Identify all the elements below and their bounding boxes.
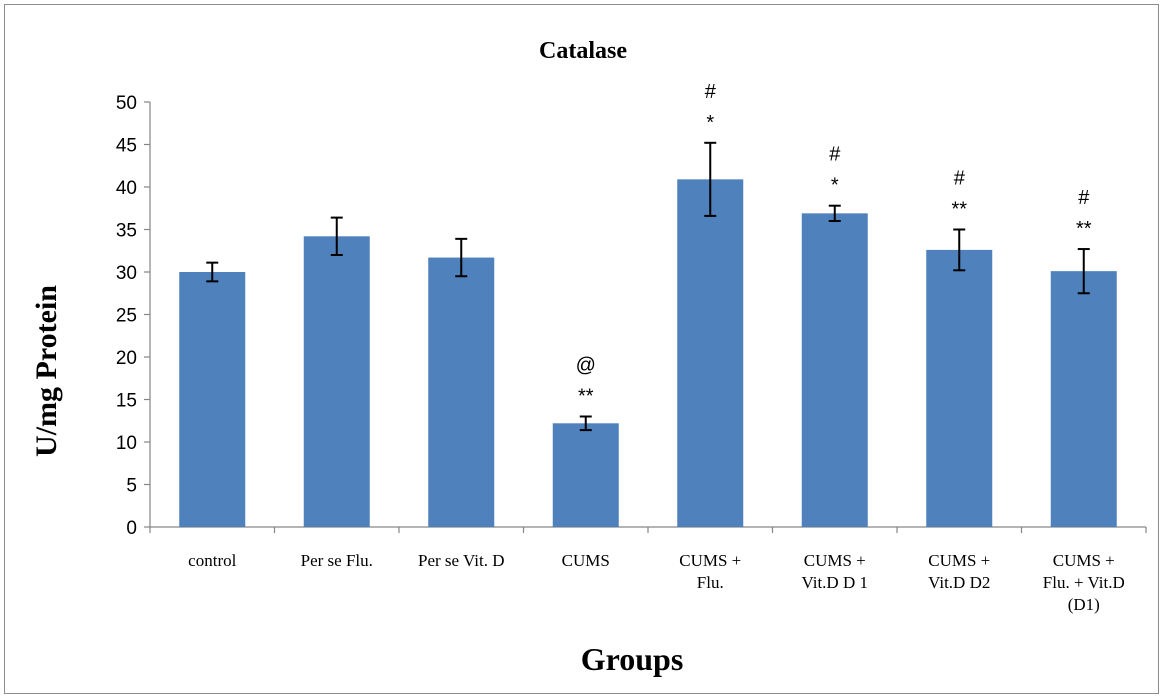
significance-marker: **: [951, 199, 967, 221]
significance-marker: **: [578, 386, 594, 408]
y-tick-label: 35: [116, 221, 137, 242]
x-tick-label: Per se Flu.: [301, 551, 373, 570]
bar: [179, 272, 246, 527]
bar: [428, 257, 495, 527]
bar: [1050, 271, 1117, 527]
x-tick-label: Vit.D D2: [928, 573, 990, 592]
x-tick-label: (D1): [1068, 595, 1100, 614]
y-tick-label: 50: [116, 93, 137, 114]
bar: [303, 236, 370, 528]
x-tick-label: CUMS +: [928, 551, 990, 570]
significance-marker: #: [705, 81, 717, 103]
y-tick-label: 40: [116, 178, 137, 199]
x-tick-label: CUMS +: [1053, 551, 1115, 570]
x-tick-label: Flu.: [697, 573, 724, 592]
significance-marker: *: [831, 175, 839, 197]
x-axis-title: Groups: [581, 641, 684, 677]
bar: [926, 249, 993, 527]
x-tick-label: CUMS: [562, 551, 610, 570]
significance-marker: *: [706, 112, 714, 134]
y-tick-label: 45: [116, 136, 137, 157]
significance-marker: #: [1078, 187, 1090, 209]
bar: [552, 423, 619, 527]
x-tick-label: Per se Vit. D: [418, 551, 505, 570]
x-tick-label: control: [188, 551, 236, 570]
significance-marker: #: [829, 144, 841, 166]
x-tick-label: Vit.D D 1: [801, 573, 868, 592]
y-tick-label: 15: [116, 391, 137, 412]
y-tick-label: 5: [126, 476, 137, 497]
y-tick-label: 25: [116, 306, 137, 327]
significance-marker: @: [576, 355, 596, 377]
x-tick-label: Flu. + Vit.D: [1043, 573, 1125, 592]
x-tick-label: CUMS +: [804, 551, 866, 570]
significance-marker: **: [1076, 218, 1092, 240]
y-tick-label: 10: [116, 433, 137, 454]
bar: [801, 213, 868, 527]
bar: [677, 179, 744, 527]
y-tick-label: 0: [126, 518, 137, 539]
y-tick-label: 20: [116, 348, 137, 369]
y-tick-label: 30: [116, 263, 137, 284]
y-axis-title: U/mg Protein: [30, 285, 63, 457]
x-tick-label: CUMS +: [679, 551, 741, 570]
significance-marker: #: [954, 168, 966, 190]
chart-title: Catalase: [539, 38, 627, 64]
